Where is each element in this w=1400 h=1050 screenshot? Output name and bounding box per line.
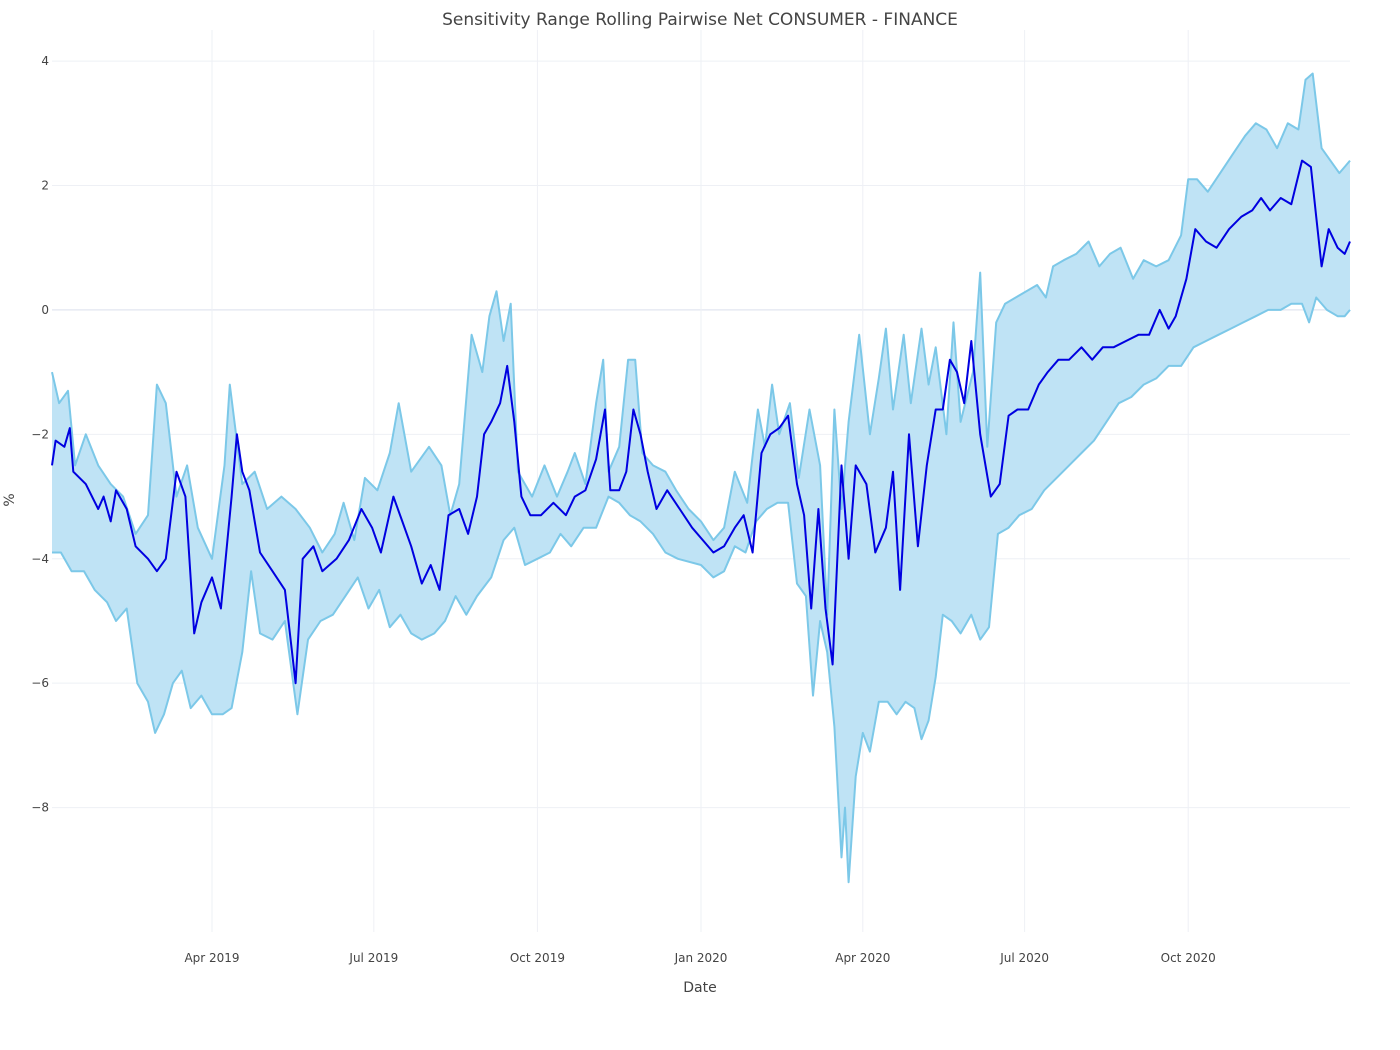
center-series-line: [51, 159, 1351, 685]
x-tick-label: Jul 2019: [348, 951, 398, 965]
x-tick-label: Jan 2020: [674, 951, 728, 965]
x-tick-label: Apr 2020: [835, 951, 890, 965]
x-tick-label: Oct 2020: [1161, 951, 1216, 965]
y-tick-label: −2: [31, 427, 49, 441]
sensitivity-range-band: [51, 72, 1351, 884]
x-axis-title: Date: [683, 980, 716, 996]
x-axis-ticks: Apr 2019 Jul 2019 Oct 2019 Jan 2020 Apr 2020…: [184, 951, 1215, 965]
y-tick-label: 2: [41, 179, 49, 193]
y-tick-label: −6: [31, 676, 49, 690]
y-tick-label: −4: [31, 552, 49, 566]
lower-bound-line: [52, 296, 1351, 884]
y-tick-label: 0: [41, 303, 49, 317]
y-axis-ticks: 4 2 0 −2 −4 −6 −8: [31, 54, 49, 814]
x-tick-label: Oct 2019: [510, 951, 565, 965]
chart-title: Sensitivity Range Rolling Pairwise Net C…: [442, 10, 958, 30]
x-tick-label: Apr 2019: [184, 951, 239, 965]
y-tick-label: −8: [31, 801, 49, 815]
upper-bound-line: [51, 72, 1351, 616]
x-tick-label: Jul 2020: [999, 951, 1049, 965]
center-line-layer: [51, 159, 1351, 685]
y-axis-title: %: [2, 493, 18, 506]
y-tick-label: 4: [41, 54, 49, 68]
